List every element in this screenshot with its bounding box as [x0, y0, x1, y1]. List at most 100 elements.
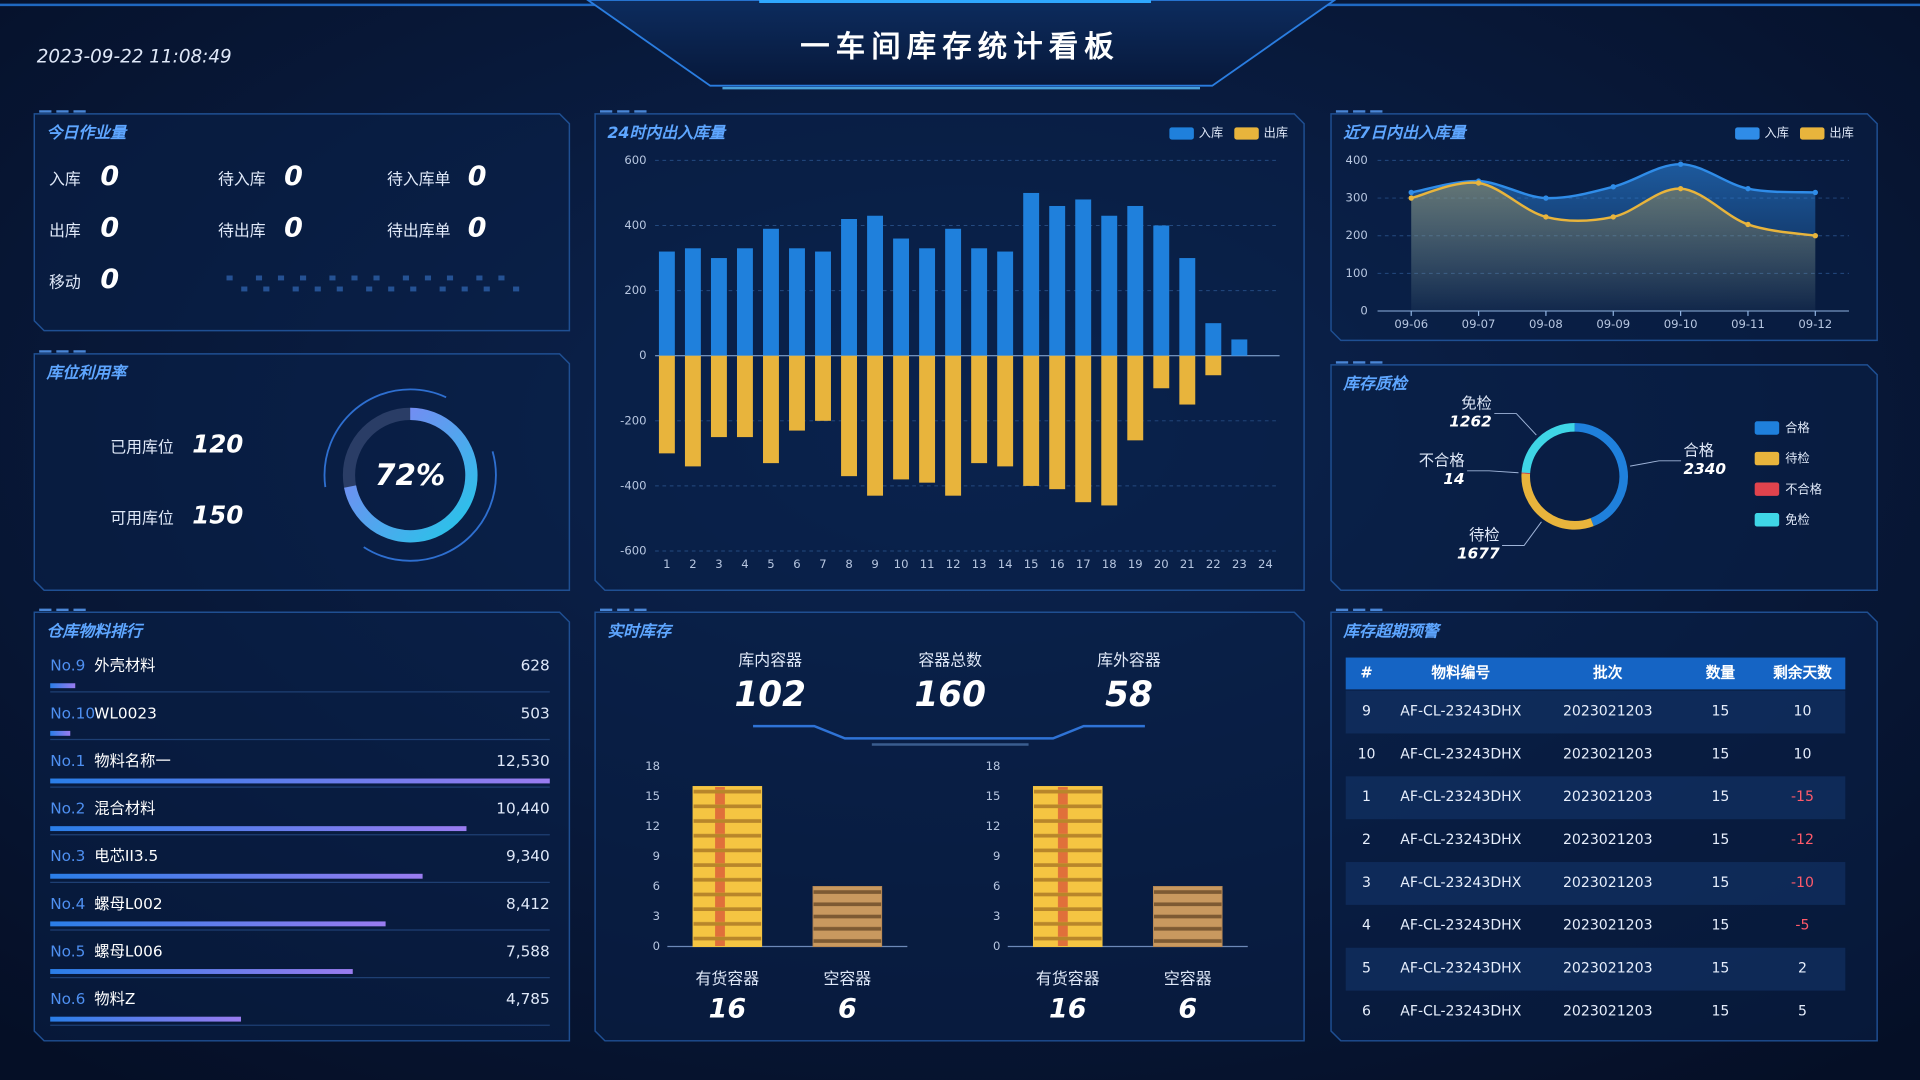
table-row-bg	[1345, 776, 1846, 820]
table-cell: 15	[1711, 703, 1729, 719]
stat-label: 待入库单	[387, 170, 451, 189]
table-cell: 5	[1798, 1003, 1807, 1019]
rank-bar	[50, 1016, 241, 1022]
y-tick-label: 18	[986, 759, 1001, 773]
rank-number: No.3	[50, 847, 85, 865]
used-label: 已用库位	[110, 438, 174, 457]
x-tick-label: 09-10	[1664, 317, 1698, 331]
panel-frame	[594, 611, 1305, 1042]
table-cell: 15	[1711, 918, 1729, 934]
bar	[789, 248, 805, 356]
decor-dot	[255, 275, 263, 281]
container-stack	[812, 886, 883, 948]
decor-dot	[388, 286, 395, 292]
x-tick-label: 09-08	[1529, 317, 1563, 331]
rank-name: 物料Z	[94, 990, 135, 1008]
rank-value: 628	[521, 657, 550, 675]
y-tick-label: 9	[653, 849, 660, 863]
summary-label: 库外容器	[1097, 651, 1161, 670]
y-tick-label: 300	[1346, 191, 1368, 205]
bar	[893, 238, 910, 356]
x-tick-label: 1	[663, 557, 670, 571]
point	[1677, 185, 1684, 192]
bar	[684, 248, 701, 356]
summary-value: 58	[1105, 675, 1153, 715]
rank-value: 9,340	[506, 847, 550, 865]
panel-title: 库位利用率	[46, 363, 130, 382]
rank-number: No.1	[50, 752, 85, 770]
rank-number: No.6	[50, 990, 85, 1008]
decor-dot	[424, 275, 432, 281]
table-cell: -10	[1791, 875, 1814, 891]
table-cell: AF-CL-23243DHX	[1400, 789, 1522, 805]
table-cell: AF-CL-23243DHX	[1400, 918, 1522, 934]
bar	[1231, 339, 1248, 356]
summary-value: 160	[914, 675, 986, 715]
table-cell: 2023021203	[1563, 1003, 1653, 1019]
rank-name: 螺母L006	[94, 942, 162, 960]
table-cell: 3	[1362, 875, 1371, 891]
panel-title: 库存质检	[1342, 374, 1409, 393]
legend-swatch	[1754, 513, 1780, 527]
stat-value: 0	[100, 161, 119, 192]
decor-dot	[439, 286, 446, 292]
bar	[710, 355, 727, 438]
table-cell: 2023021203	[1563, 961, 1653, 977]
legend-swatch	[1754, 421, 1780, 435]
table-header: 批次	[1593, 663, 1623, 681]
bar	[763, 355, 779, 464]
panel-title: 24时内出入库量	[607, 123, 727, 142]
x-tick-label: 22	[1206, 557, 1221, 571]
decor-dot	[483, 286, 490, 292]
x-tick-label: 13	[972, 557, 987, 571]
x-tick-label: 7	[819, 557, 826, 571]
decor-dot	[336, 286, 343, 292]
table-cell: AF-CL-23243DHX	[1400, 746, 1522, 762]
stat-value: 0	[284, 161, 303, 192]
x-tick-label: 11	[920, 557, 935, 571]
x-tick-label: 23	[1232, 557, 1247, 571]
decor-dot	[373, 275, 380, 281]
bar	[867, 355, 884, 496]
x-tick-label: 5	[767, 557, 774, 571]
x-tick-label: 17	[1076, 557, 1091, 571]
header-plate	[586, 0, 1337, 87]
bar	[945, 228, 962, 356]
summary-label: 库内容器	[738, 651, 802, 670]
point	[1812, 189, 1819, 196]
y-tick-label: 400	[1346, 153, 1368, 167]
bar	[789, 355, 805, 431]
decor-dot	[446, 275, 454, 281]
rank-number: No.4	[50, 895, 85, 913]
bar	[945, 355, 962, 496]
y-tick-label: 0	[993, 939, 1000, 953]
legend-label: 出库	[1264, 125, 1288, 140]
bar	[893, 355, 910, 480]
donut-value: 2340	[1683, 460, 1726, 478]
stat-label: 待出库单	[387, 221, 451, 240]
x-tick-label: 14	[998, 557, 1013, 571]
table-cell: 2	[1798, 961, 1807, 977]
decor-dot	[351, 275, 358, 281]
legend-label: 不合格	[1785, 481, 1822, 496]
table-cell: 10	[1793, 746, 1811, 762]
datetime: 2023-09-22 11:08:49	[37, 47, 232, 68]
table-cell: 10	[1793, 703, 1811, 719]
panel-title: 库存超期预警	[1342, 621, 1442, 640]
y-tick-label: 3	[993, 909, 1000, 923]
table-cell: 2023021203	[1563, 875, 1653, 891]
rank-number: No.2	[50, 800, 85, 818]
leader-line	[1630, 460, 1682, 467]
y-tick-label: 600	[624, 153, 646, 167]
bar	[710, 258, 727, 356]
x-tick-label: 09-07	[1462, 317, 1496, 331]
rank-bar	[50, 921, 386, 927]
y-tick-label: 18	[645, 759, 660, 773]
decor-dot	[226, 275, 233, 281]
panel-frame	[33, 353, 571, 591]
stack-value: 16	[709, 994, 746, 1025]
legend-label: 免检	[1785, 512, 1809, 527]
bar	[1101, 215, 1118, 356]
container-stack	[1032, 786, 1103, 948]
